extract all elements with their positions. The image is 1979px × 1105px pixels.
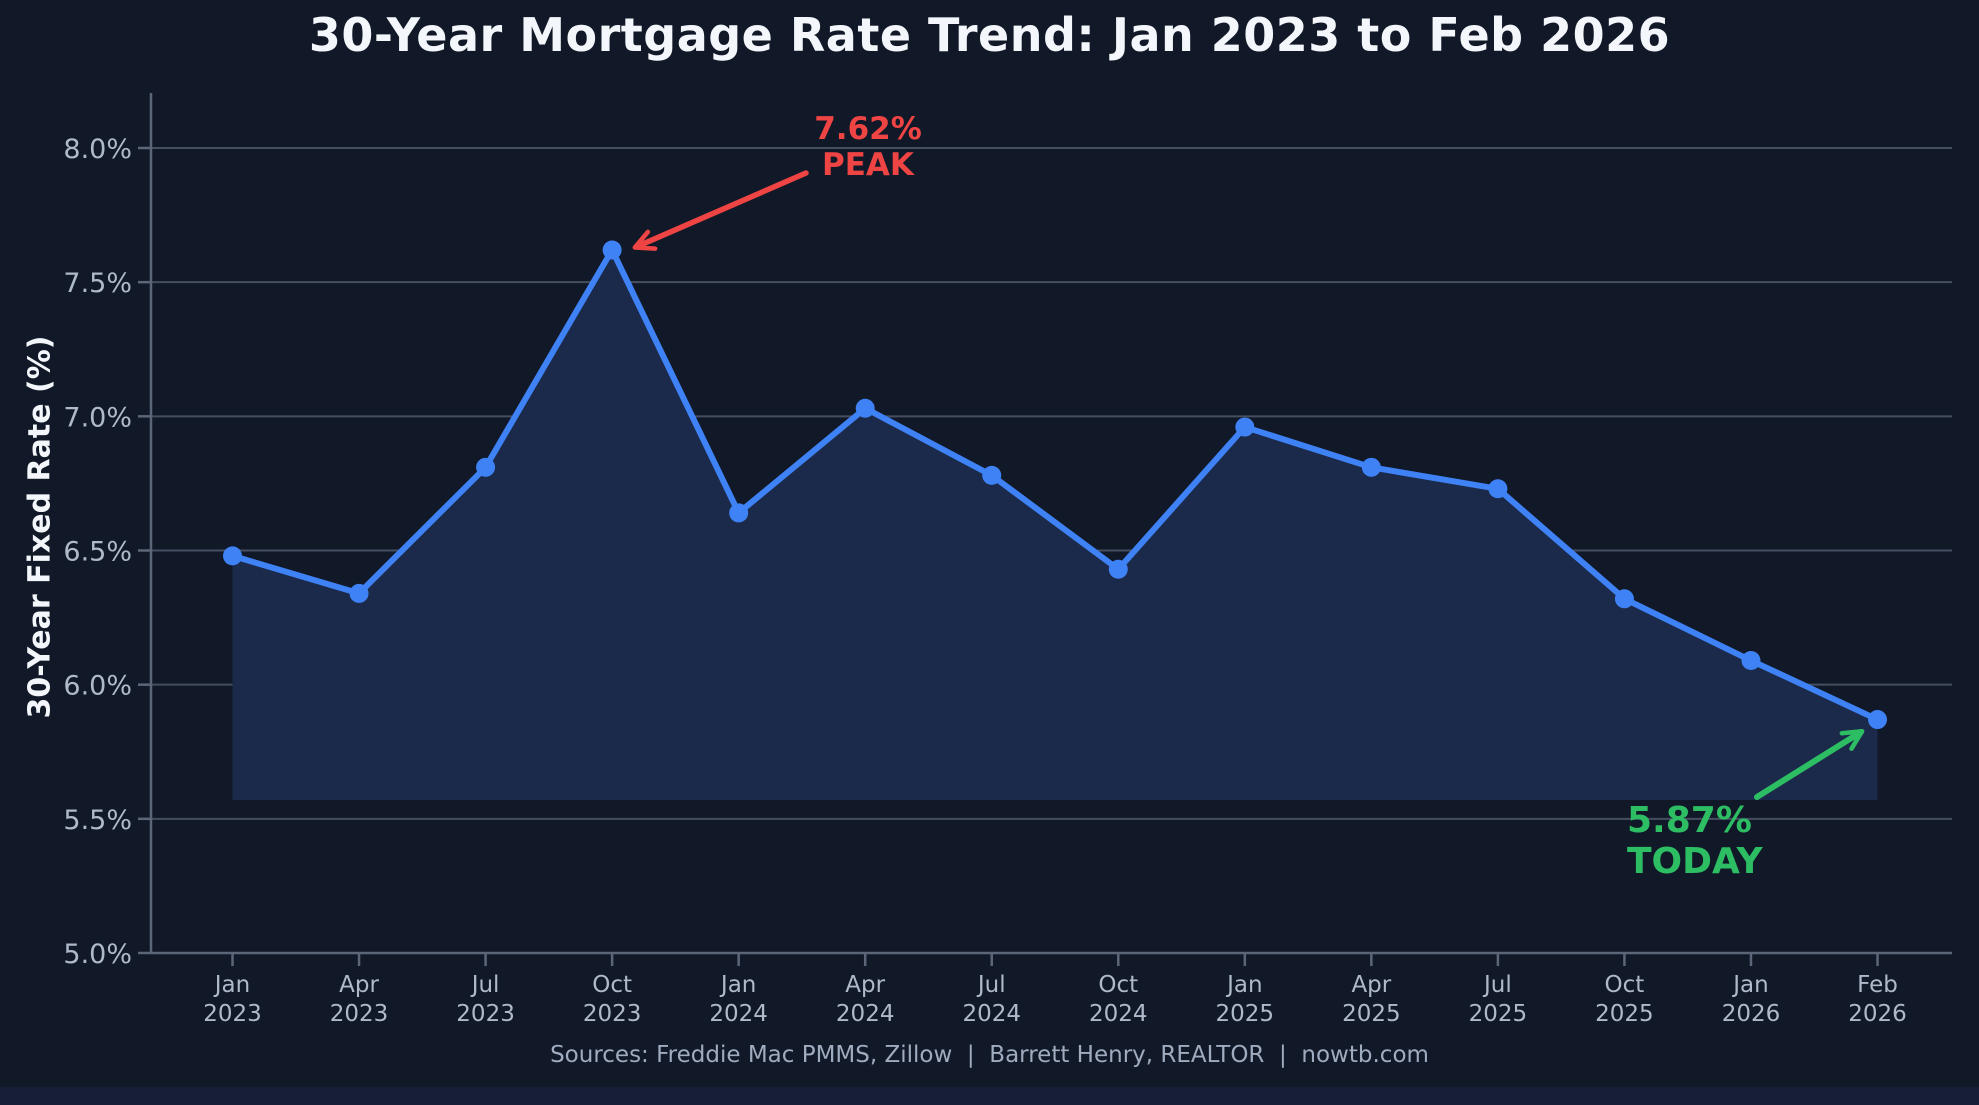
y-tick-label: 6.5%	[63, 536, 132, 567]
x-tick-label-year: 2026	[1722, 1001, 1781, 1027]
y-tick-label: 5.0%	[63, 939, 132, 970]
x-tick-label-month: Oct	[592, 972, 632, 998]
x-tick-label-year: 2025	[1469, 1001, 1528, 1027]
x-tick-label-year: 2024	[709, 1001, 768, 1027]
x-tick-label-month: Jul	[1482, 972, 1512, 998]
data-point-marker	[855, 398, 875, 418]
x-tick-label-month: Jan	[1731, 972, 1768, 998]
rate-line	[229, 246, 1881, 723]
x-tick-label-year: 2025	[1595, 1001, 1654, 1027]
y-tick-label: 6.0%	[63, 671, 132, 702]
x-tick-label-month: Jul	[976, 972, 1006, 998]
x-tick-label-year: 2025	[1342, 1001, 1401, 1027]
x-tick-label-month: Apr	[1351, 972, 1391, 998]
data-point-marker	[729, 503, 749, 523]
y-tick-label: 5.5%	[63, 805, 132, 836]
today-arrow	[1754, 729, 1865, 800]
peak-annotation: 7.62% PEAK	[788, 111, 948, 184]
x-tick-label-year: 2023	[583, 1001, 642, 1027]
x-tick-label-year: 2023	[203, 1001, 262, 1027]
x-tick-label-year: 2023	[456, 1001, 515, 1027]
x-tick-label-month: Apr	[339, 972, 379, 998]
data-point-marker	[1361, 457, 1381, 477]
data-point-marker	[1488, 479, 1508, 499]
x-tick-label-month: Apr	[845, 972, 885, 998]
x-tick-label-month: Oct	[1605, 972, 1645, 998]
data-point-marker	[1868, 710, 1888, 730]
x-tick-label-year: 2024	[836, 1001, 895, 1027]
x-tick-label-year: 2023	[330, 1001, 389, 1027]
data-point-marker	[1235, 417, 1255, 437]
y-tick-label: 8.0%	[63, 134, 132, 165]
data-point-marker	[223, 546, 242, 566]
x-tick-label-month: Oct	[1098, 972, 1138, 998]
x-tick-label-year: 2025	[1216, 1001, 1275, 1027]
x-tick-label-month: Jan	[1225, 972, 1262, 998]
today-annotation: 5.87% TODAY	[1627, 800, 1763, 883]
x-tick-label-year: 2024	[962, 1001, 1021, 1027]
bottom-strip	[0, 1087, 1979, 1105]
x-tick-label-month: Jul	[470, 972, 500, 998]
x-tick-label-year: 2024	[1089, 1001, 1148, 1027]
today-text-label: TODAY	[1627, 841, 1763, 883]
peak-text-label: PEAK	[822, 146, 914, 183]
data-point-marker	[602, 240, 622, 260]
data-point-marker	[1108, 559, 1128, 579]
data-point-marker	[476, 457, 496, 477]
x-tick-label-month: Jan	[719, 972, 756, 998]
data-point-marker	[1741, 651, 1761, 671]
x-tick-label-year: 2026	[1848, 1001, 1907, 1027]
chart-title: 30-Year Mortgage Rate Trend: Jan 2023 to…	[308, 8, 1671, 62]
y-tick-label: 7.0%	[63, 402, 132, 433]
data-point-marker	[349, 583, 369, 603]
data-point-marker	[982, 465, 1002, 485]
sources-footer: Sources: Freddie Mac PMMS, Zillow | Barr…	[550, 1042, 1429, 1068]
x-tick-label-month: Feb	[1857, 972, 1898, 998]
peak-value-label: 7.62%	[814, 111, 922, 147]
y-tick-label: 7.5%	[63, 268, 132, 299]
data-point-marker	[1614, 589, 1634, 609]
today-value-label: 5.87%	[1627, 800, 1752, 841]
x-tick-label-month: Jan	[213, 972, 250, 998]
peak-arrow	[632, 170, 809, 251]
